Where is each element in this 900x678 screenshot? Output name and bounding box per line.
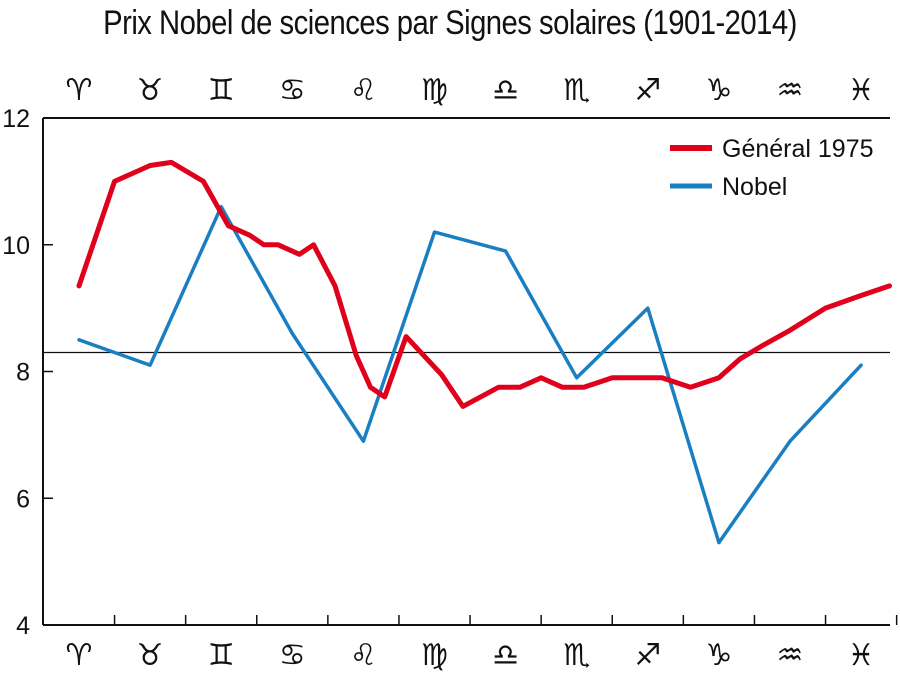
series-line-nobel xyxy=(77,204,863,545)
zodiac-sign-bottom: ♒ xyxy=(777,638,804,673)
zodiac-sign-bottom: ♓ xyxy=(848,638,875,673)
zodiac-sign-top: ♑ xyxy=(705,73,732,108)
zodiac-sign-bottom: ♈ xyxy=(66,638,93,673)
y-tick-label: 4 xyxy=(16,612,30,640)
chart-title: Prix Nobel de sciences par Signes solair… xyxy=(103,4,797,42)
zodiac-sign-bottom: ♑ xyxy=(705,638,732,673)
zodiac-sign-top: ♏ xyxy=(563,73,590,108)
zodiac-sign-top: ♉ xyxy=(137,73,164,108)
zodiac-sign-bottom: ♊ xyxy=(208,638,235,673)
legend-label: Nobel xyxy=(722,173,787,201)
top-zodiac-signs: ♈ ♉ ♊ ♋ ♌ ♍ ♎ ♏ ♐ ♑ ♒ ♓ xyxy=(66,73,875,108)
zodiac-sign-top: ♈ xyxy=(66,73,93,108)
series-lines xyxy=(76,159,892,545)
legend: Général 1975 Nobel xyxy=(670,135,874,201)
zodiac-sign-top: ♓ xyxy=(848,73,875,108)
zodiac-sign-top: ♒ xyxy=(777,73,804,108)
legend-label: Général 1975 xyxy=(722,135,874,163)
y-tick-label: 8 xyxy=(16,359,30,387)
series-line-general-1975 xyxy=(76,159,892,409)
zodiac-sign-top: ♎ xyxy=(492,73,519,108)
y-tick-label: 6 xyxy=(16,485,30,513)
zodiac-sign-bottom: ♋ xyxy=(279,638,306,673)
zodiac-sign-top: ♌ xyxy=(350,73,377,108)
y-axis: 4 6 8 10 12 xyxy=(2,105,53,640)
zodiac-sign-bottom: ♌ xyxy=(350,638,377,673)
zodiac-sign-bottom: ♐ xyxy=(634,638,661,673)
zodiac-sign-bottom: ♎ xyxy=(492,638,519,673)
x-axis xyxy=(43,117,898,626)
zodiac-sign-bottom: ♏ xyxy=(563,638,590,673)
bottom-zodiac-signs: ♈ ♉ ♊ ♋ ♌ ♍ ♎ ♏ ♐ ♑ ♒ ♓ xyxy=(66,638,875,673)
zodiac-sign-bottom: ♍ xyxy=(421,638,448,673)
zodiac-sign-top: ♐ xyxy=(634,73,661,108)
y-tick-label: 10 xyxy=(2,232,30,260)
zodiac-sign-top: ♍ xyxy=(421,73,448,108)
y-tick-label: 12 xyxy=(2,105,30,133)
zodiac-sign-top: ♋ xyxy=(279,73,306,108)
zodiac-sign-bottom: ♉ xyxy=(137,638,164,673)
zodiac-sign-top: ♊ xyxy=(208,73,235,108)
